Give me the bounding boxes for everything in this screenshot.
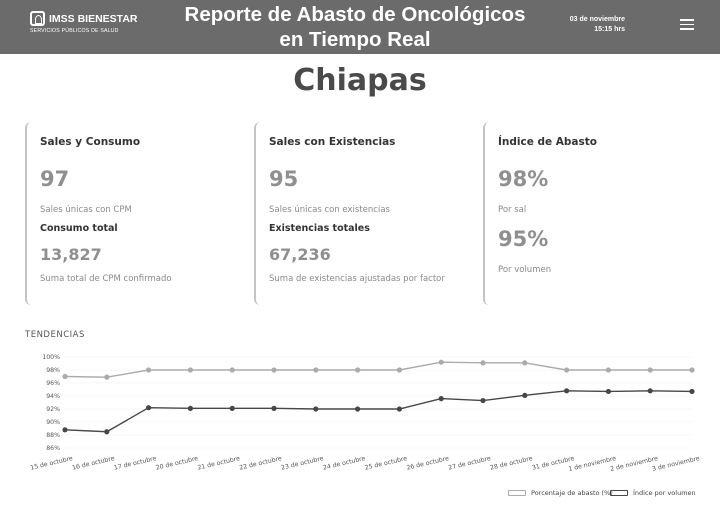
report-date: 03 de noviembre — [569, 16, 625, 23]
x-tick-label: 22 de octubre — [239, 455, 283, 472]
series-1-point — [647, 367, 653, 373]
title-line-2: en Tiempo Real — [279, 28, 431, 51]
card-heading: Sales con Existencias — [269, 136, 396, 148]
series-2-point — [229, 405, 235, 411]
report-time: 15:15 hrs — [594, 26, 625, 33]
x-tick-label: 3 de noviembre — [651, 455, 700, 473]
card-value: 98% — [498, 167, 549, 191]
page-title: Reporte de Abasto de Oncológicos en Tiem… — [160, 2, 550, 52]
legend-swatch-dark — [610, 490, 628, 496]
series-1-point — [187, 367, 193, 373]
card-sales-consumo: Sales y Consumo 97 Sales únicas con CPM … — [25, 122, 251, 305]
series-2-point — [313, 406, 319, 412]
card-caption-2: Suma total de CPM confirmado — [40, 274, 172, 284]
y-tick-label: 98% — [46, 367, 60, 374]
state-name-heading: Chiapas — [293, 63, 427, 98]
series-2-point — [355, 406, 361, 412]
x-tick-label: 21 de octubre — [197, 455, 241, 472]
series-line-2 — [64, 390, 693, 433]
series-1-point — [229, 367, 235, 373]
card-caption: Por sal — [498, 205, 527, 215]
card-caption-2: Por volumen — [498, 265, 552, 275]
card-value-2: 67,236 — [269, 245, 331, 264]
report-datetime: 03 de noviembre 15:15 hrs — [555, 15, 625, 35]
x-tick-label: 24 de octubre — [322, 455, 366, 472]
top-header-bar: IMSS BIENESTAR SERVICIOS PÚBLICOS DE SAL… — [0, 0, 720, 54]
series-2-point — [480, 397, 486, 404]
card-heading: Sales y Consumo — [40, 136, 141, 148]
x-tick-label: 17 de octubre — [113, 455, 157, 472]
y-tick-label: 92% — [46, 406, 60, 413]
card-subheading: Consumo total — [40, 223, 118, 234]
card-value-2: 95% — [498, 227, 549, 251]
card-heading: Índice de Abasto — [498, 136, 598, 148]
y-tick-label: 100% — [42, 354, 60, 361]
x-tick-label: 23 de octubre — [281, 455, 325, 472]
y-tick-label: 94% — [46, 393, 60, 400]
card-value: 95 — [269, 167, 299, 191]
series-2-point — [271, 405, 277, 411]
card-indice-abasto: Índice de Abasto 98% Por sal 95% Por vol… — [483, 122, 709, 305]
series-2-point — [396, 406, 402, 412]
series-2-point — [187, 405, 193, 411]
card-caption: Sales únicas con CPM — [40, 205, 132, 215]
card-caption-2: Suma de existencias ajustadas por factor — [269, 274, 445, 284]
series-1-point — [522, 360, 528, 366]
series-1-point — [689, 367, 695, 373]
x-tick-label: 27 de octubre — [448, 455, 492, 472]
legend-item-abasto[interactable]: Porcentaje de abasto (%) — [508, 488, 613, 498]
logo-subtitle: SERVICIOS PÚBLICOS DE SALUD — [30, 28, 119, 34]
y-tick-label: 88% — [46, 432, 60, 439]
series-2-point — [647, 388, 653, 394]
series-1-point — [313, 367, 319, 373]
series-1-point — [438, 359, 444, 365]
series-2-point — [146, 405, 152, 411]
x-tick-label: 26 de octubre — [406, 455, 450, 472]
series-2-point — [689, 388, 695, 395]
card-sales-existencias: Sales con Existencias 95 Sales únicas co… — [254, 122, 480, 305]
legend-swatch-light — [508, 490, 526, 496]
series-1-point — [396, 367, 402, 373]
y-tick-label: 96% — [46, 380, 60, 387]
x-tick-label: 20 de octubre — [155, 455, 199, 472]
x-tick-label: 25 de octubre — [364, 455, 408, 472]
series-1-point — [104, 374, 110, 380]
series-2-point — [522, 392, 528, 398]
legend-label: Porcentaje de abasto (%) — [531, 489, 613, 497]
series-1-point — [605, 367, 612, 373]
y-tick-label: 90% — [46, 419, 60, 426]
legend-label: Índice por volumen — [633, 489, 696, 497]
imss-bienestar-logo[interactable]: IMSS BIENESTAR SERVICIOS PÚBLICOS DE SAL… — [30, 11, 140, 34]
series-2-point — [104, 429, 110, 435]
series-1-point — [146, 367, 152, 373]
series-1-point — [62, 373, 68, 380]
x-tick-label: 15 de octubre — [30, 455, 74, 472]
series-1-point — [480, 360, 486, 366]
series-2-point — [605, 388, 612, 395]
hamburger-menu-icon[interactable] — [680, 19, 694, 30]
series-1-point — [355, 367, 361, 373]
series-2-point — [438, 396, 444, 402]
card-caption: Sales únicas con existencias — [269, 205, 390, 215]
title-line-1: Reporte de Abasto de Oncológicos — [184, 3, 526, 26]
series-line-1 — [64, 361, 692, 378]
series-1-point — [271, 367, 277, 373]
series-1-point — [564, 367, 570, 373]
card-subheading: Existencias totales — [269, 223, 370, 234]
imss-emblem-icon — [30, 11, 45, 26]
x-tick-label: 16 de octubre — [72, 455, 116, 472]
logo-name: IMSS BIENESTAR — [49, 12, 138, 25]
trends-line-chart: 100% 98% 96% 94% 92% 90% 88% 86% 15 de octubre16… — [30, 354, 701, 473]
card-value-2: 13,827 — [40, 245, 102, 264]
legend-item-volumen[interactable]: Índice por volumen — [610, 488, 696, 498]
x-tick-label: 28 de octubre — [490, 455, 534, 472]
series-2-point — [564, 388, 570, 394]
card-value: 97 — [40, 167, 70, 191]
series-2-point — [62, 427, 68, 433]
y-tick-label: 86% — [46, 445, 60, 452]
trends-section-label: TENDENCIAS — [25, 330, 85, 340]
